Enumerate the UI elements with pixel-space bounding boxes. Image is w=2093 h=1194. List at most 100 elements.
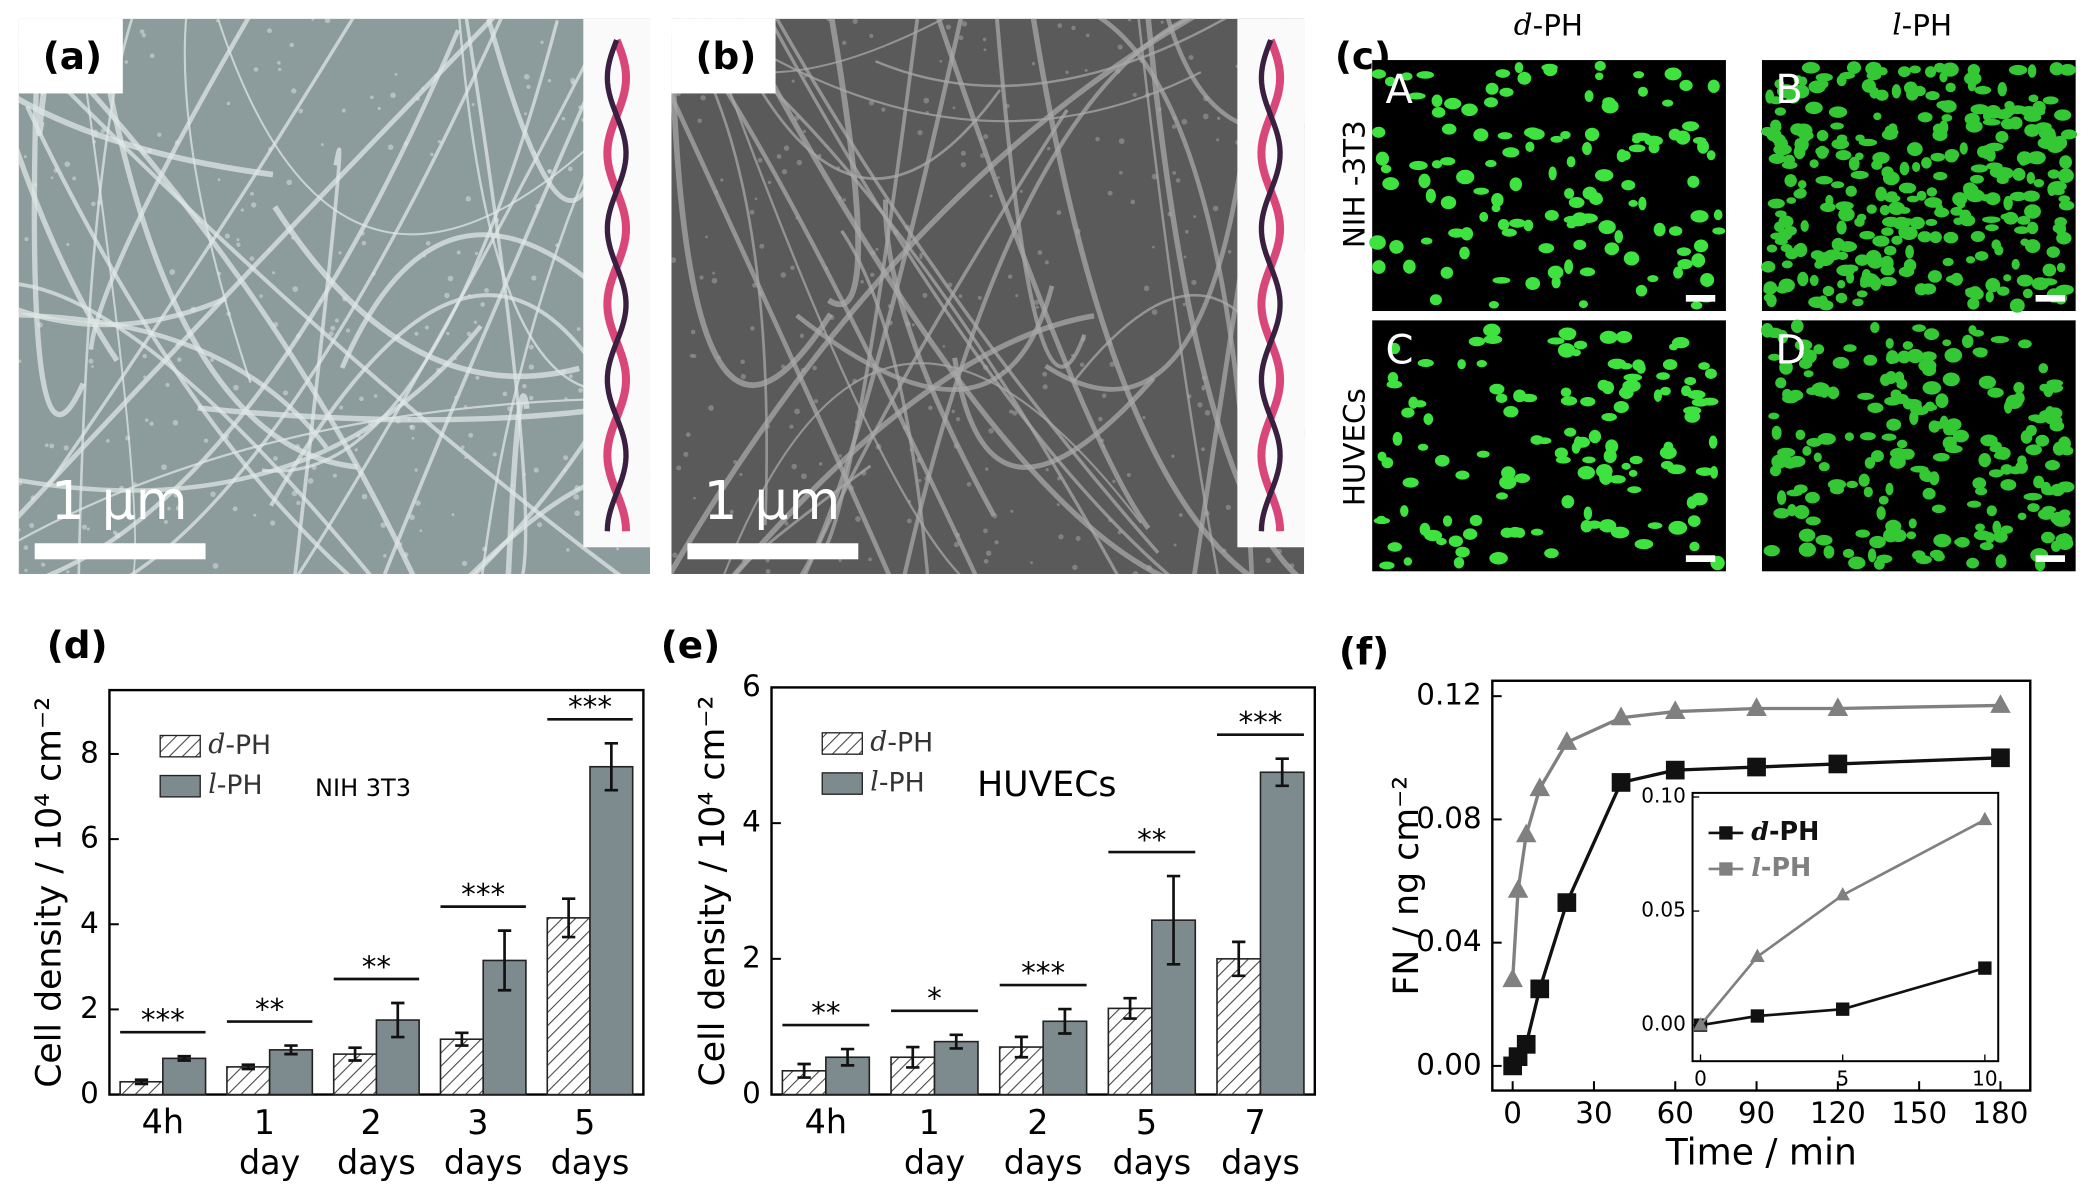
particle bbox=[917, 129, 923, 136]
particle bbox=[966, 482, 972, 487]
cell bbox=[1623, 373, 1643, 382]
cell bbox=[1835, 292, 1848, 304]
label-box bbox=[671, 18, 776, 94]
cell bbox=[1815, 73, 1833, 82]
cell bbox=[2028, 414, 2043, 422]
cell bbox=[1882, 216, 1901, 227]
cell bbox=[1619, 150, 1631, 161]
cell bbox=[1455, 546, 1470, 558]
particle bbox=[253, 67, 259, 72]
particle bbox=[330, 325, 336, 331]
particle bbox=[1065, 70, 1069, 74]
marker bbox=[1502, 968, 1523, 988]
particle bbox=[437, 139, 442, 144]
cell bbox=[2003, 195, 2013, 211]
particle bbox=[765, 569, 771, 574]
particle bbox=[1056, 210, 1062, 215]
cell bbox=[1837, 280, 1846, 289]
particle bbox=[250, 191, 254, 196]
error-bar bbox=[1014, 1035, 1029, 1059]
fiber bbox=[77, 18, 134, 574]
cell bbox=[1633, 71, 1645, 79]
cell bbox=[1495, 69, 1511, 78]
cell bbox=[1818, 461, 1830, 472]
cell bbox=[2016, 151, 2033, 165]
cell bbox=[2041, 486, 2057, 496]
particle bbox=[1193, 215, 1197, 219]
cell bbox=[1873, 62, 1882, 73]
x-tick-label: 5 bbox=[1836, 1066, 1849, 1090]
error-bar bbox=[1275, 757, 1289, 788]
y-tick-label: 0.12 bbox=[1416, 678, 1481, 712]
cell bbox=[1968, 286, 1982, 299]
cell bbox=[1440, 196, 1457, 210]
bar bbox=[1107, 1007, 1153, 1096]
significance-label: *** bbox=[1021, 956, 1065, 990]
particle bbox=[210, 491, 216, 497]
cell bbox=[1647, 275, 1659, 283]
particle bbox=[471, 102, 475, 107]
x-tick-label: 5 days bbox=[1112, 1102, 1191, 1181]
particle bbox=[1212, 205, 1219, 212]
particle bbox=[232, 506, 238, 512]
cell bbox=[1935, 393, 1949, 408]
particle bbox=[923, 97, 930, 104]
cell bbox=[1605, 439, 1619, 454]
particle bbox=[298, 108, 304, 114]
particle bbox=[1225, 504, 1231, 511]
particle bbox=[1132, 92, 1137, 97]
particle bbox=[750, 326, 755, 331]
error-bar bbox=[177, 1054, 191, 1062]
cell bbox=[1584, 90, 1594, 102]
cell bbox=[1638, 196, 1647, 211]
particle bbox=[574, 510, 580, 516]
cell bbox=[1676, 247, 1691, 257]
particle bbox=[958, 294, 963, 299]
cell bbox=[1440, 266, 1454, 279]
cell bbox=[1814, 79, 1829, 89]
cell bbox=[1828, 106, 1848, 118]
particle bbox=[480, 302, 485, 307]
particle bbox=[692, 354, 697, 359]
cell bbox=[1615, 330, 1633, 344]
cell bbox=[1879, 204, 1890, 216]
cell bbox=[1523, 219, 1534, 232]
cell bbox=[1779, 360, 1793, 375]
error-bar bbox=[348, 1046, 362, 1062]
particle bbox=[988, 428, 994, 434]
cell bbox=[1974, 251, 1989, 261]
cell bbox=[1436, 537, 1447, 546]
particle bbox=[690, 329, 696, 335]
cell bbox=[1637, 86, 1649, 97]
cell bbox=[1950, 206, 1963, 216]
cell bbox=[2023, 492, 2043, 501]
particle bbox=[1058, 534, 1064, 540]
cell bbox=[1810, 250, 1824, 260]
particle bbox=[456, 250, 461, 255]
fiber bbox=[25, 105, 351, 574]
cell bbox=[1564, 259, 1574, 274]
x-tick-label: 0 bbox=[1694, 1066, 1707, 1090]
cell bbox=[1673, 266, 1684, 279]
cell bbox=[1906, 142, 1923, 157]
cell bbox=[1784, 225, 1797, 236]
cell bbox=[1763, 281, 1778, 295]
x-tick-label: 1 day bbox=[239, 1102, 300, 1181]
cell bbox=[2003, 106, 2016, 116]
particle bbox=[414, 331, 419, 336]
x-tick-label: 5 days bbox=[551, 1102, 630, 1181]
cell bbox=[1403, 557, 1413, 566]
image-label: B bbox=[1775, 67, 1802, 113]
cell bbox=[1763, 293, 1773, 302]
cell bbox=[1667, 464, 1686, 475]
scale-bar bbox=[2035, 555, 2065, 562]
particle bbox=[697, 118, 702, 123]
cell bbox=[1499, 87, 1514, 97]
particle bbox=[286, 179, 293, 186]
particle bbox=[985, 550, 992, 556]
cell bbox=[1387, 542, 1403, 552]
cell bbox=[1986, 505, 1997, 517]
cell bbox=[1806, 437, 1822, 447]
cell bbox=[1690, 210, 1709, 223]
cell bbox=[1775, 377, 1787, 389]
